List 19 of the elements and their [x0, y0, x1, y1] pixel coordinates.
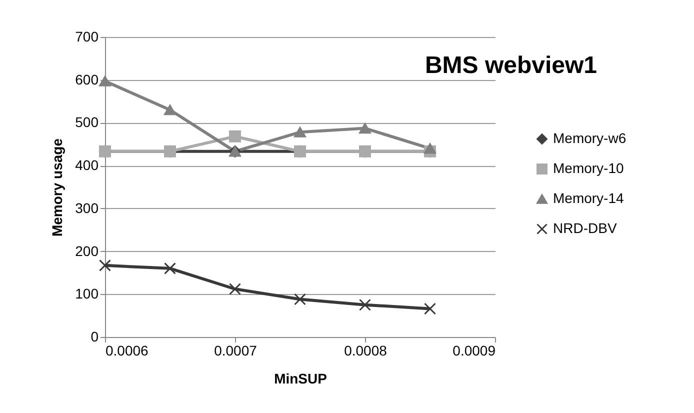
y-tick-label: 100 [75, 286, 99, 302]
x-tick-label: 0.0006 [106, 342, 149, 358]
x-axis-title: MinSUP [274, 370, 327, 386]
x-tick-label: 0.0008 [344, 342, 388, 358]
y-tick-label: 500 [75, 114, 99, 130]
x-tick-label: 0.0009 [452, 342, 496, 358]
y-tick-label: 200 [75, 242, 99, 259]
y-tick-label: 400 [75, 157, 99, 174]
y-tick-label: 700 [75, 28, 99, 44]
legend-label: NRD-DBV [553, 220, 618, 236]
y-tick-label: 600 [75, 71, 99, 88]
y-tick-label: 0 [90, 328, 99, 344]
text: BMS webview1 [424, 52, 597, 79]
x-tick-label: 0.0007 [214, 342, 258, 358]
y-tick-label: 300 [75, 200, 99, 216]
legend-label: Memory-14 [553, 190, 624, 206]
y-axis-title: Memory usage [49, 138, 66, 237]
legend-label: Memory-10 [553, 160, 624, 176]
legend-label: Memory-w6 [553, 130, 626, 146]
